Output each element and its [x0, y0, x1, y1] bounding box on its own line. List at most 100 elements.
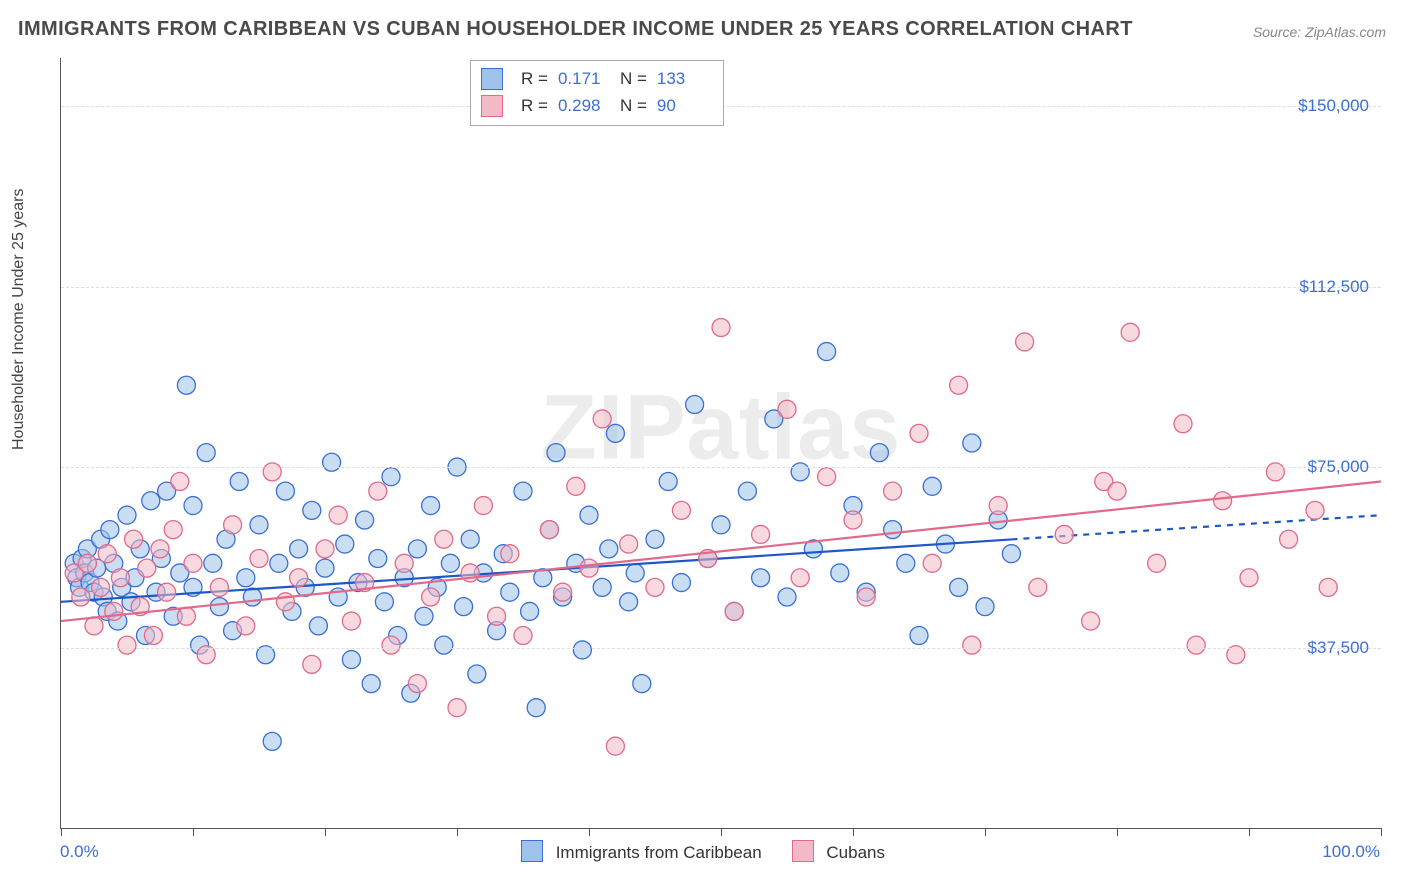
data-point-cubans [184, 554, 202, 572]
data-point-cubans [329, 506, 347, 524]
data-point-cubans [1187, 636, 1205, 654]
data-point-caribbean [101, 521, 119, 539]
y-axis-label: Householder Income Under 25 years [10, 189, 28, 450]
data-point-cubans [111, 569, 129, 587]
gridline [61, 648, 1381, 649]
x-tick [457, 828, 458, 836]
legend-label-caribbean: Immigrants from Caribbean [556, 843, 762, 862]
data-point-cubans [422, 588, 440, 606]
data-point-cubans [158, 583, 176, 601]
data-point-caribbean [204, 554, 222, 572]
data-point-cubans [593, 410, 611, 428]
data-point-cubans [1319, 578, 1337, 596]
data-point-cubans [1266, 463, 1284, 481]
data-point-caribbean [580, 506, 598, 524]
x-tick [1249, 828, 1250, 836]
data-point-caribbean [455, 598, 473, 616]
data-point-caribbean [620, 593, 638, 611]
data-point-cubans [118, 636, 136, 654]
y-tick-label: $112,500 [1299, 277, 1369, 297]
data-point-cubans [224, 516, 242, 534]
y-tick-label: $37,500 [1308, 638, 1369, 658]
stat-n-cubans: 90 [657, 92, 709, 119]
data-point-caribbean [738, 482, 756, 500]
data-point-cubans [844, 511, 862, 529]
data-point-caribbean [600, 540, 618, 558]
data-point-caribbean [461, 530, 479, 548]
data-point-cubans [303, 655, 321, 673]
x-tick [193, 828, 194, 836]
data-point-cubans [712, 319, 730, 337]
data-point-cubans [778, 400, 796, 418]
legend-label-cubans: Cubans [826, 843, 885, 862]
data-point-cubans [125, 530, 143, 548]
data-point-caribbean [923, 477, 941, 495]
data-point-caribbean [514, 482, 532, 500]
data-point-cubans [950, 376, 968, 394]
data-point-cubans [1280, 530, 1298, 548]
stat-row-cubans: R = 0.298 N = 90 [481, 92, 709, 119]
source-attribution: Source: ZipAtlas.com [1253, 24, 1386, 40]
data-point-cubans [92, 578, 110, 596]
data-point-caribbean [976, 598, 994, 616]
data-point-caribbean [547, 444, 565, 462]
data-point-caribbean [316, 559, 334, 577]
legend-swatch-cubans [792, 840, 814, 862]
legend-swatch-caribbean [521, 840, 543, 862]
data-point-cubans [1029, 578, 1047, 596]
data-point-cubans [725, 602, 743, 620]
data-point-caribbean [237, 569, 255, 587]
data-point-cubans [237, 617, 255, 635]
data-point-cubans [72, 588, 90, 606]
data-point-cubans [78, 554, 96, 572]
data-point-cubans [884, 482, 902, 500]
data-point-caribbean [263, 732, 281, 750]
data-point-cubans [963, 636, 981, 654]
data-point-caribbean [362, 675, 380, 693]
data-point-cubans [989, 497, 1007, 515]
data-point-cubans [1240, 569, 1258, 587]
data-point-caribbean [336, 535, 354, 553]
data-point-cubans [910, 424, 928, 442]
data-point-caribbean [210, 598, 228, 616]
data-point-cubans [1174, 415, 1192, 433]
data-point-caribbean [118, 506, 136, 524]
data-point-cubans [290, 569, 308, 587]
data-point-cubans [342, 612, 360, 630]
data-point-caribbean [686, 396, 704, 414]
data-point-cubans [316, 540, 334, 558]
data-point-cubans [250, 550, 268, 568]
data-point-caribbean [375, 593, 393, 611]
data-point-caribbean [884, 521, 902, 539]
data-point-caribbean [230, 473, 248, 491]
data-point-cubans [606, 737, 624, 755]
x-tick [325, 828, 326, 836]
stat-n-caribbean: 133 [657, 65, 709, 92]
data-point-caribbean [177, 376, 195, 394]
data-point-caribbean [593, 578, 611, 596]
data-point-caribbean [712, 516, 730, 534]
data-point-cubans [369, 482, 387, 500]
data-point-caribbean [791, 463, 809, 481]
data-point-caribbean [415, 607, 433, 625]
scatter-svg [61, 58, 1381, 828]
data-point-caribbean [818, 343, 836, 361]
data-point-cubans [1082, 612, 1100, 630]
data-point-cubans [382, 636, 400, 654]
data-point-cubans [514, 627, 532, 645]
data-point-cubans [1214, 492, 1232, 510]
stat-r-caribbean: 0.171 [558, 65, 610, 92]
stat-swatch-caribbean [481, 68, 503, 90]
y-tick-label: $75,000 [1308, 457, 1369, 477]
chart-container: IMMIGRANTS FROM CARIBBEAN VS CUBAN HOUSE… [0, 0, 1406, 892]
data-point-cubans [1016, 333, 1034, 351]
x-tick [721, 828, 722, 836]
data-point-cubans [672, 501, 690, 519]
data-point-caribbean [408, 540, 426, 558]
data-point-caribbean [369, 550, 387, 568]
data-point-caribbean [501, 583, 519, 601]
data-point-caribbean [422, 497, 440, 515]
data-point-cubans [144, 627, 162, 645]
data-point-cubans [923, 554, 941, 572]
gridline [61, 287, 1381, 288]
